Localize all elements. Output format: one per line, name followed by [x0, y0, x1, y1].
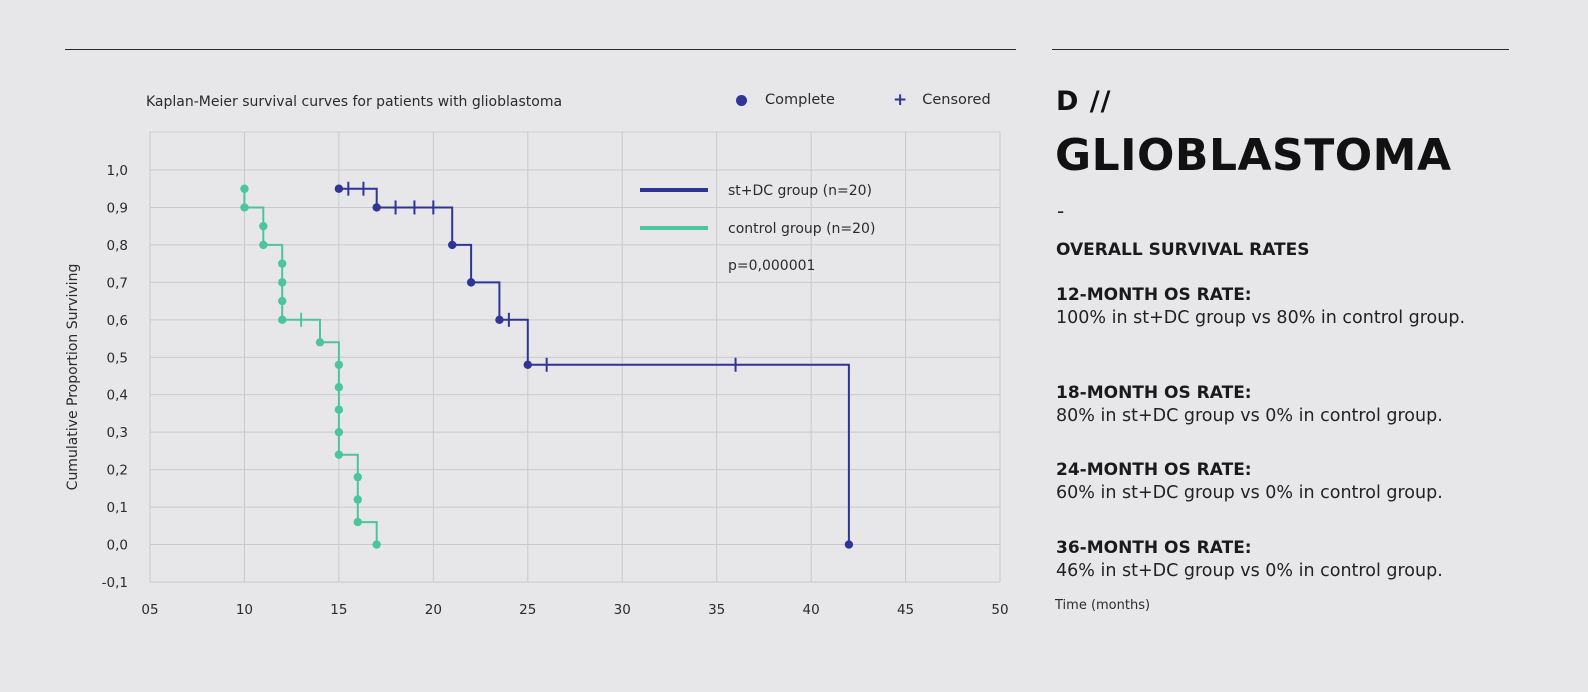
complete-point: [353, 517, 362, 527]
stat-label: 24-MONTH OS RATE:: [1056, 460, 1252, 480]
complete-point: [259, 221, 268, 231]
legend-series-label: control group (n=20): [728, 221, 875, 237]
x-axis-label: Time (months): [1055, 598, 1151, 613]
complete-point: [334, 360, 344, 369]
y-tick-label: 0,9: [107, 200, 128, 216]
complete-point: [448, 240, 457, 250]
stat-text: 100% in st+DC group vs 80% in control gr…: [1056, 308, 1466, 328]
series-line-0: [338, 187, 850, 545]
y-tick-label: 0,0: [107, 538, 128, 554]
legend-censored-label: Censored: [922, 92, 991, 108]
x-tick-label: 40: [803, 602, 820, 618]
complete-point: [334, 405, 344, 414]
complete-point: [372, 203, 381, 212]
x-tick-label: 10: [236, 602, 253, 618]
panel-title: GLIOBLASTOMA: [1055, 130, 1452, 181]
complete-point: [315, 338, 325, 347]
legend-complete-label: Complete: [765, 92, 835, 108]
stat-12-month: 12-MONTH OS RATE: 100% in st+DC group vs…: [1056, 284, 1526, 330]
complete-point: [259, 240, 268, 250]
complete-point: [278, 259, 287, 268]
complete-point: [353, 495, 362, 504]
y-tick-label: 0,5: [107, 350, 128, 366]
y-tick-label: 0,7: [107, 275, 128, 291]
complete-point: [278, 315, 287, 325]
y-tick-label: 0,4: [107, 388, 128, 404]
complete-point: [844, 540, 854, 549]
y-tick-label: 0,6: [107, 313, 128, 329]
series-line-1: [243, 188, 378, 545]
stat-text: 80% in st+DC group vs 0% in control grou…: [1056, 406, 1443, 426]
complete-point: [240, 203, 249, 212]
panel-separator: -: [1057, 199, 1065, 223]
y-tick-label: 0,3: [107, 425, 128, 441]
legend-series-label: st+DC group (n=20): [728, 183, 872, 199]
stat-36-month: 36-MONTH OS RATE: 46% in st+DC group vs …: [1056, 537, 1526, 583]
complete-point: [523, 360, 532, 369]
stat-text: 46% in st+DC group vs 0% in control grou…: [1056, 561, 1443, 581]
panel-label: D //: [1056, 86, 1112, 117]
y-tick-label: 0,8: [107, 238, 128, 254]
complete-point: [334, 427, 344, 437]
y-tick-label: 0,2: [107, 463, 128, 479]
x-tick-label: 25: [519, 602, 536, 618]
p-value-annotation: p=0,000001: [728, 258, 815, 274]
x-tick-label: 05: [141, 602, 158, 618]
complete-point: [334, 184, 344, 193]
x-tick-label: 30: [614, 602, 631, 618]
chart-title: Kaplan-Meier survival curves for patient…: [146, 94, 563, 110]
legend-complete: Complete: [736, 92, 835, 108]
complete-point: [278, 278, 287, 287]
y-axis-label: Cumulative Proportion Surviving: [65, 263, 81, 491]
y-tick-label: 1,0: [107, 163, 128, 179]
complete-point: [240, 184, 249, 193]
stat-18-month: 18-MONTH OS RATE: 80% in st+DC group vs …: [1056, 382, 1526, 428]
x-tick-label: 20: [425, 602, 442, 618]
survival-rates-heading: OVERALL SURVIVAL RATES: [1056, 240, 1310, 260]
top-rule-left: [65, 49, 1016, 50]
y-tick-label: 0,1: [107, 500, 128, 516]
survival-plot: 1,0 0,9 0,8 0,7 0,6 0,5 0,4 0,3 0,2 0,1 0,0 -0,1 05 1…: [102, 131, 1009, 618]
complete-point: [334, 383, 344, 392]
complete-point: [466, 278, 476, 287]
stat-text: 60% in st+DC group vs 0% in control grou…: [1056, 483, 1443, 503]
x-tick-label: 15: [330, 602, 347, 618]
legend-censored: + Censored: [893, 90, 991, 110]
y-tick-label: -0,1: [102, 575, 128, 591]
complete-marker-icon: [736, 94, 747, 106]
x-tick-label: 45: [897, 602, 914, 618]
complete-point: [278, 296, 287, 306]
complete-point: [334, 450, 344, 459]
x-tick-label: 35: [708, 602, 725, 618]
stat-label: 36-MONTH OS RATE:: [1056, 538, 1252, 558]
complete-point: [372, 540, 381, 549]
stat-24-month: 24-MONTH OS RATE: 60% in st+DC group vs …: [1056, 459, 1526, 505]
x-tick-label: 50: [991, 602, 1008, 618]
top-rule-right: [1052, 49, 1509, 50]
stat-label: 12-MONTH OS RATE:: [1056, 285, 1252, 305]
censored-marker-icon: +: [893, 90, 908, 110]
complete-point: [353, 472, 362, 482]
complete-point: [495, 315, 504, 325]
stat-label: 18-MONTH OS RATE:: [1056, 383, 1252, 403]
